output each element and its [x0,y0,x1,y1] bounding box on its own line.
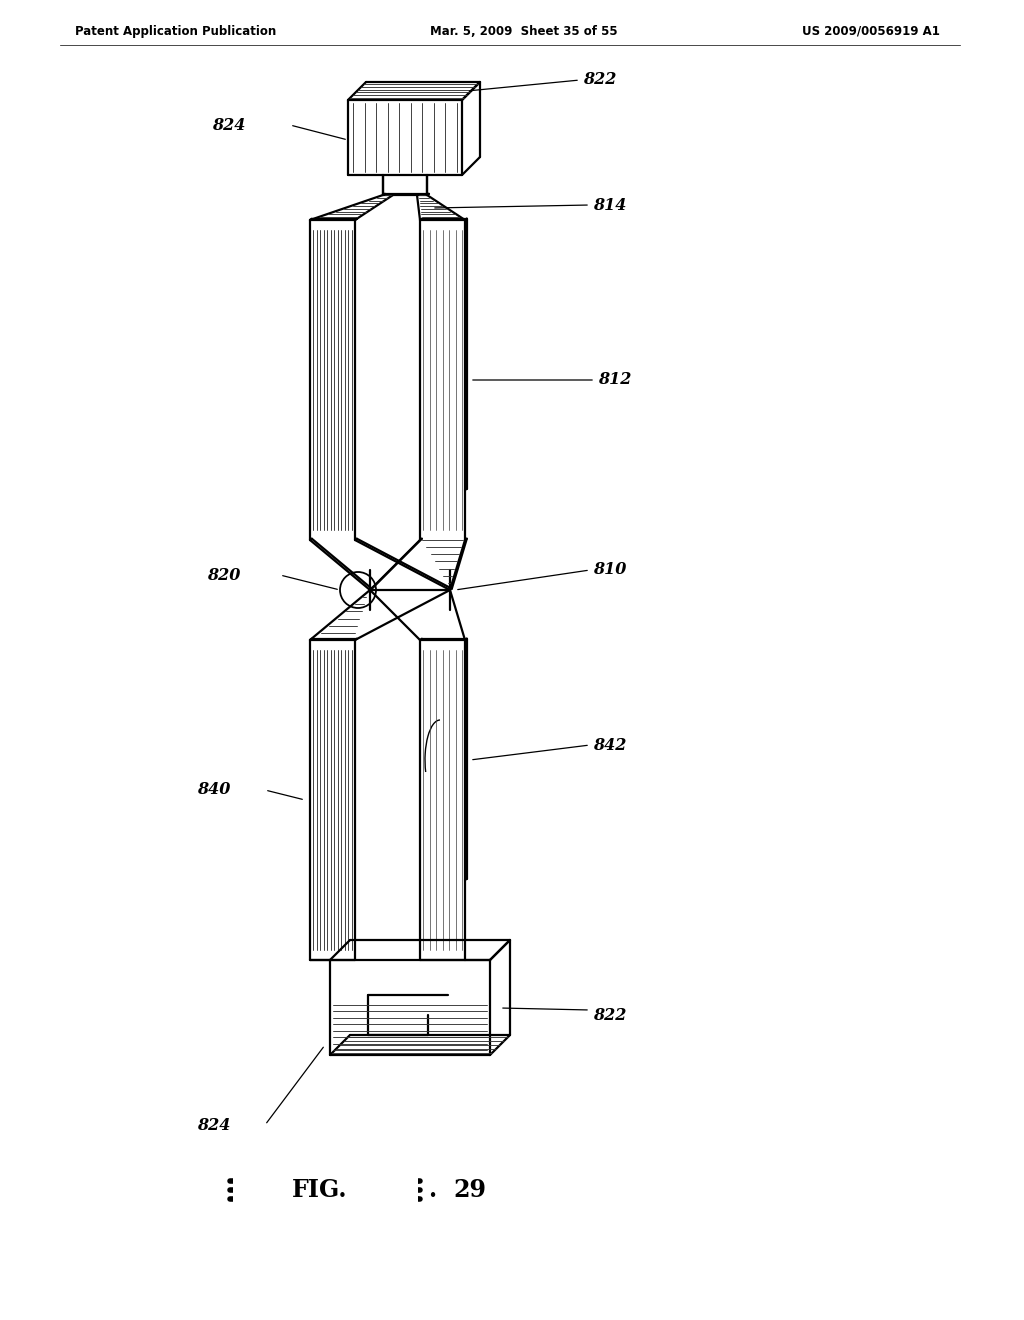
Text: Patent Application Publication: Patent Application Publication [75,25,276,38]
Text: 824: 824 [197,1117,230,1134]
Text: 812: 812 [598,371,632,388]
Text: 814: 814 [593,197,627,214]
Text: Mar. 5, 2009  Sheet 35 of 55: Mar. 5, 2009 Sheet 35 of 55 [430,25,617,38]
Text: 820: 820 [207,566,240,583]
Text: 842: 842 [593,737,627,754]
Text: .: . [428,1177,436,1203]
Text: 824: 824 [212,116,245,133]
Text: 822: 822 [593,1006,627,1023]
FancyBboxPatch shape [233,1177,418,1203]
Text: US 2009/0056919 A1: US 2009/0056919 A1 [802,25,940,38]
Text: 822: 822 [583,71,616,88]
Text: FIG.: FIG. [292,1177,348,1203]
Text: 840: 840 [197,781,230,799]
Text: 29: 29 [454,1177,486,1203]
Text: 810: 810 [593,561,627,578]
